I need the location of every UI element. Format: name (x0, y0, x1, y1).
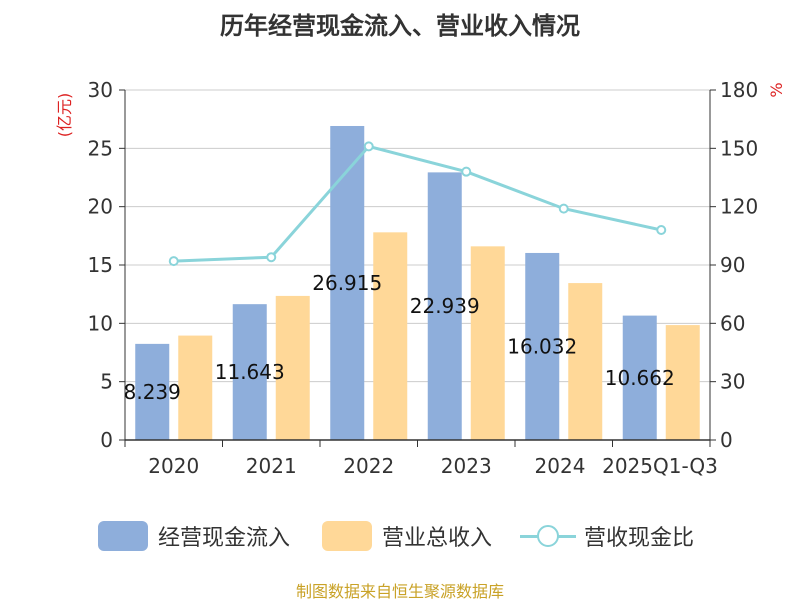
point-ratio (558, 203, 569, 214)
axes: 0 5 10 15 20 25 30 0 30 60 90 120 150 180 (亿元)% 2020 202… (55, 78, 786, 478)
left-tick-label: 0 (100, 428, 113, 452)
right-axis-unit: % (767, 82, 786, 97)
bar-revenue (470, 246, 505, 440)
bar-revenue (373, 232, 408, 440)
left-tick-label: 10 (88, 311, 113, 335)
right-tick-label: 0 (720, 428, 733, 452)
data-label-cash-inflow: 22.939 (410, 294, 480, 318)
x-tick-label: 2023 (441, 454, 492, 478)
bar-revenue (178, 335, 213, 440)
right-tick-label: 30 (720, 370, 745, 394)
bar-revenue (568, 283, 603, 440)
left-tick-label: 5 (100, 370, 113, 394)
point-ratio (363, 141, 374, 152)
point-ratio (168, 256, 179, 267)
data-label-cash-inflow: 26.915 (312, 271, 382, 295)
point-ratio (266, 252, 277, 263)
bar-cash-inflow (330, 125, 365, 440)
legend-label-revenue: 营业总收入 (382, 526, 493, 551)
legend-swatch-cash-inflow (98, 521, 148, 551)
line-series (168, 141, 667, 267)
data-label-cash-inflow: 11.643 (215, 360, 285, 384)
point-ratio (461, 166, 472, 177)
left-axis-unit: (亿元) (55, 93, 74, 138)
right-tick-label: 60 (720, 311, 745, 335)
bar-cash-inflow (135, 343, 170, 440)
source-note: 制图数据来自恒生聚源数据库 (295, 582, 504, 601)
x-tick-label: 2020 (148, 454, 199, 478)
data-label-cash-inflow: 10.662 (605, 366, 675, 390)
bar-revenue (275, 295, 310, 440)
left-tick-label: 20 (88, 195, 113, 219)
legend-swatch-revenue (322, 521, 372, 551)
chart-canvas: 0 5 10 15 20 25 30 0 30 60 90 120 150 180 (亿元)% 2020 202… (55, 78, 786, 478)
x-tick-label: 2025Q1-Q3 (602, 454, 718, 478)
right-tick-label: 120 (720, 195, 758, 219)
bar-cash-inflow (525, 252, 560, 440)
bar-series (135, 125, 700, 440)
x-tick-label: 2024 (535, 454, 586, 478)
left-tick-label: 30 (88, 78, 113, 102)
right-tick-label: 90 (720, 253, 745, 277)
legend-item-ratio[interactable]: 营收现金比 (520, 516, 694, 556)
left-tick-label: 15 (88, 253, 113, 277)
data-label-cash-inflow: 8.239 (124, 380, 181, 404)
grid-lines (125, 89, 710, 383)
legend-swatch-ratio (520, 521, 576, 551)
legend-label-cash-inflow: 经营现金流入 (158, 526, 291, 551)
right-tick-label: 150 (720, 136, 758, 160)
data-label-cash-inflow: 16.032 (507, 334, 577, 358)
x-tick-label: 2022 (343, 454, 394, 478)
legend: 经营现金流入 营业总收入 营收现金比 (0, 516, 800, 556)
left-tick-label: 25 (88, 136, 113, 160)
point-ratio (656, 225, 667, 235)
legend-item-cash-inflow[interactable]: 经营现金流入 (98, 516, 290, 556)
line-ratio (173, 144, 662, 263)
data-labels: 8.239 11.643 26.915 22.939 16.032 10.662 (124, 271, 675, 404)
right-tick-label: 180 (720, 78, 758, 102)
bar-cash-inflow (427, 172, 462, 440)
x-tick-label: 2021 (246, 454, 297, 478)
bar-revenue (665, 325, 700, 440)
chart-title: 历年经营现金流入、营业收入情况 (220, 12, 580, 40)
bar-cash-inflow (622, 315, 657, 440)
legend-item-revenue[interactable]: 营业总收入 (322, 516, 492, 556)
legend-label-ratio: 营收现金比 (584, 526, 695, 551)
bar-cash-inflow (232, 304, 267, 440)
